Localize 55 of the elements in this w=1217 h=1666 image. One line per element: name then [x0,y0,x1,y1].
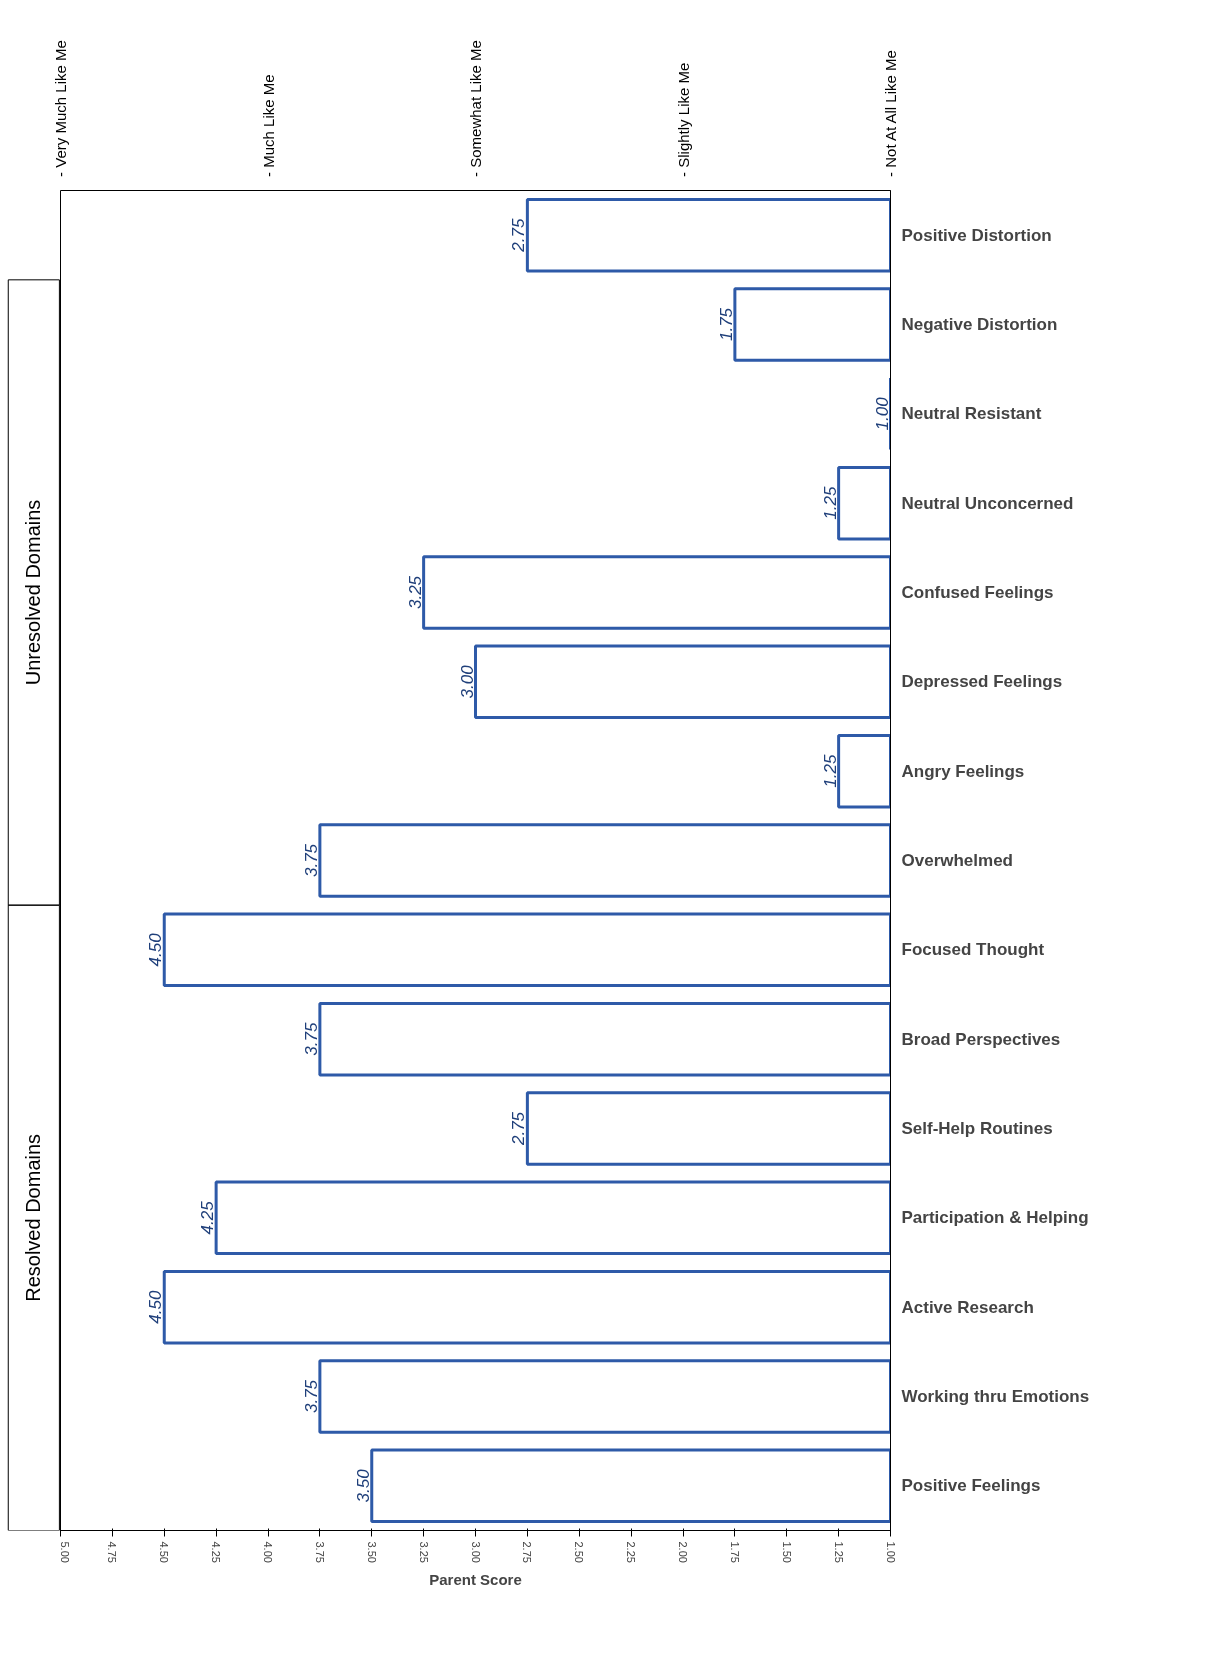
text: - Not At All Like Me [882,50,899,177]
x-tick-label: 3.50 [365,1541,378,1563]
data-label: 2.75 [509,218,529,253]
y-tick-label: Depressed Feelings [901,672,1063,692]
text: Resolved Domains [22,1133,44,1302]
data-label: 1.75 [716,307,736,342]
y-tick-label: Active Research [901,1297,1034,1317]
y-tick-label: Working thru Emotions [901,1387,1090,1406]
data-label: 3.50 [353,1468,373,1503]
text: - Much Like Me [259,74,277,177]
x-tick-label: 1.50 [780,1541,793,1563]
x-tick-label: 1.25 [832,1541,845,1563]
data-label: 3.00 [457,664,477,699]
y-tick-label: Participation & Helping [901,1208,1089,1228]
x-tick-label: 1.00 [884,1541,897,1563]
data-label: 2.75 [509,1111,529,1147]
x-tick-label: 4.50 [158,1541,171,1563]
y-tick-label: Negative Distortion [901,315,1058,334]
data-label: 4.50 [146,932,166,967]
y-tick-label: Focused Thought [901,940,1045,960]
data-label: 3.75 [301,1022,321,1056]
x-tick-label: 3.75 [313,1541,326,1563]
x-axis-title: Parent Score [429,1570,522,1588]
y-tick-label: Self-Help Routines [901,1119,1053,1138]
data-label: 3.75 [301,843,321,878]
x-tick-label: 1.75 [728,1541,741,1563]
data-label: 3.75 [301,1379,321,1414]
x-tick-label: 5.00 [58,1541,71,1563]
y-tick-label: Positive Feelings [901,1476,1041,1496]
y-tick-label: Broad Perspectives [901,1029,1061,1049]
data-label: 1.25 [820,754,840,788]
x-tick-label: 4.75 [106,1541,119,1563]
data-label: 1.00 [872,396,892,431]
x-tick-label: 2.50 [573,1541,586,1563]
data-label: 1.25 [820,486,840,520]
y-tick-label: Positive Distortion [901,225,1052,245]
data-label: 4.50 [146,1290,166,1324]
y-tick-label: Confused Feelings [901,583,1054,602]
x-tick-label: 2.25 [625,1541,638,1563]
data-label: 4.25 [198,1200,218,1235]
x-tick-label: 3.25 [417,1541,430,1563]
y-tick-label: Neutral Resistant [901,404,1042,424]
text: - Very Much Like Me [52,40,69,177]
x-tick-label: 3.00 [469,1541,482,1563]
x-tick-label: 4.00 [262,1541,274,1563]
text: Unresolved Domains [22,499,44,686]
y-tick-label: Angry Feelings [901,761,1025,781]
data-label: 3.25 [405,575,425,610]
text: - Somewhat Like Me [467,40,484,177]
x-tick-label: 4.25 [210,1541,223,1563]
x-tick-label: 2.75 [521,1541,534,1563]
x-tick-label: 2.00 [677,1541,689,1563]
text: - Slightly Like Me [674,62,692,177]
y-tick-label: Overwhelmed [901,851,1013,870]
y-tick-label: Neutral Unconcerned [901,493,1074,513]
